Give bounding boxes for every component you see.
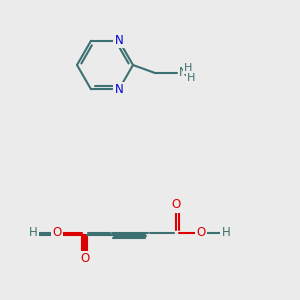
Text: N: N bbox=[179, 67, 188, 80]
Text: H: H bbox=[184, 63, 192, 73]
Text: O: O bbox=[171, 199, 181, 212]
Text: N: N bbox=[115, 83, 123, 96]
Text: O: O bbox=[196, 226, 206, 239]
Text: O: O bbox=[52, 226, 62, 239]
Text: N: N bbox=[115, 34, 123, 47]
Text: O: O bbox=[80, 253, 90, 266]
Text: H: H bbox=[222, 226, 230, 239]
Text: H: H bbox=[187, 73, 195, 83]
Text: H: H bbox=[28, 226, 38, 239]
